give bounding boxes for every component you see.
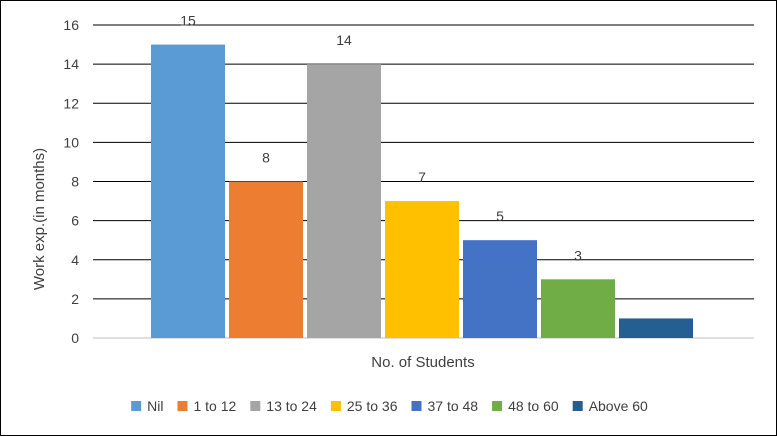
y-tick-label: 4 xyxy=(71,252,79,268)
bar-1 xyxy=(151,44,225,338)
bar-5 xyxy=(463,240,537,338)
y-tick-label: 16 xyxy=(63,17,79,33)
bar-2 xyxy=(229,181,303,338)
legend-swatch xyxy=(131,401,142,411)
legend-swatch xyxy=(572,401,583,411)
y-tick-label: 2 xyxy=(71,291,79,307)
legend: Nil 1 to 12 13 to 24 25 to 36 37 to 48 48 to … xyxy=(131,398,648,414)
legend-swatch xyxy=(177,401,188,411)
y-tick-label: 0 xyxy=(71,330,79,346)
y-tick-label: 6 xyxy=(71,213,79,229)
legend-label: 37 to 48 xyxy=(427,398,478,414)
bar-4 xyxy=(385,201,459,338)
legend-swatch xyxy=(411,401,422,411)
legend-label: 1 to 12 xyxy=(193,398,236,414)
bar-3 xyxy=(307,64,381,338)
y-tick-label: 14 xyxy=(63,56,79,72)
legend-label: 25 to 36 xyxy=(347,398,398,414)
data-label: 7 xyxy=(418,169,426,185)
data-labels: 15 8 14 7 5 3 xyxy=(180,13,582,264)
y-tick-label: 8 xyxy=(71,174,79,190)
data-label: 14 xyxy=(336,32,352,48)
y-tick-labels: 0 2 4 6 8 10 12 14 16 xyxy=(63,17,79,346)
y-axis-title: Work exp.(in months) xyxy=(31,148,48,290)
data-label: 5 xyxy=(496,208,504,224)
legend-label: Above 60 xyxy=(589,398,648,414)
y-tick-label: 10 xyxy=(63,134,79,150)
x-axis-title: No. of Students xyxy=(371,354,474,371)
legend-label: Nil xyxy=(147,398,163,414)
data-label: 3 xyxy=(574,247,582,263)
data-label: 15 xyxy=(180,13,196,29)
legend-swatch xyxy=(492,401,503,411)
bar-6 xyxy=(541,279,615,338)
legend-label: 13 to 24 xyxy=(266,398,317,414)
data-label: 8 xyxy=(262,150,270,166)
legend-swatch xyxy=(330,401,341,411)
y-tick-label: 12 xyxy=(63,95,79,111)
legend-label: 48 to 60 xyxy=(508,398,559,414)
legend-swatch xyxy=(250,401,261,411)
bars xyxy=(151,44,693,338)
bar-7 xyxy=(619,318,693,338)
